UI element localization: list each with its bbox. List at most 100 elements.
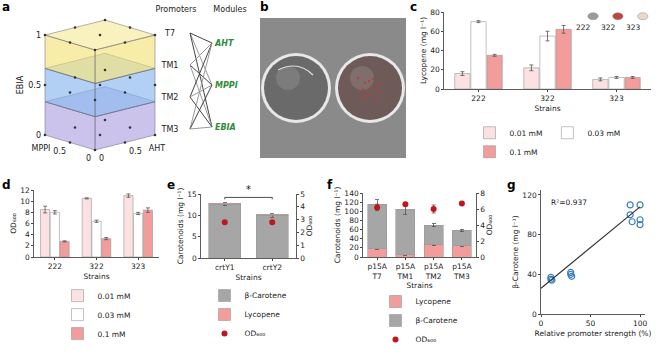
svg-text:322: 322 — [601, 23, 616, 32]
svg-text:40: 40 — [527, 270, 537, 279]
svg-text:Carotenoids (mg l⁻¹): Carotenoids (mg l⁻¹) — [176, 188, 185, 265]
svg-text:322: 322 — [89, 262, 104, 271]
svg-text:p15ATM2: p15ATM2 — [424, 262, 444, 281]
svg-text:40: 40 — [349, 234, 359, 243]
svg-text:Carotenoids (mg l⁻¹): Carotenoids (mg l⁻¹) — [333, 187, 342, 264]
svg-text:Strains: Strains — [83, 272, 109, 281]
svg-text:0: 0 — [539, 319, 544, 328]
svg-text:MPPI: MPPI — [215, 81, 238, 90]
svg-text:Lycopene (mg l⁻¹): Lycopene (mg l⁻¹) — [419, 17, 428, 84]
svg-text:Strains: Strains — [235, 273, 261, 282]
svg-text:TM2: TM2 — [161, 93, 179, 102]
svg-text:120: 120 — [522, 191, 537, 200]
svg-text:80: 80 — [349, 216, 359, 225]
svg-text:Modules: Modules — [213, 5, 246, 14]
svg-text:Strains: Strains — [406, 281, 432, 290]
svg-text:10: 10 — [20, 197, 30, 206]
svg-text:0.5: 0.5 — [53, 147, 66, 156]
svg-text:R²=0.937: R²=0.937 — [551, 198, 587, 207]
svg-text:100: 100 — [633, 319, 648, 328]
svg-text:222: 222 — [576, 23, 591, 32]
svg-text:10: 10 — [187, 211, 197, 220]
svg-text:β-Carotene (mg l⁻¹): β-Carotene (mg l⁻¹) — [511, 215, 520, 289]
svg-text:8: 8 — [480, 189, 485, 198]
svg-text:5: 5 — [300, 190, 305, 199]
svg-text:140: 140 — [344, 189, 359, 198]
svg-text:OD₆₀₀: OD₆₀₀ — [305, 216, 314, 237]
svg-text:0.1 mM: 0.1 mM — [98, 330, 126, 339]
svg-text:0: 0 — [86, 154, 91, 163]
svg-text:12: 12 — [20, 186, 30, 195]
svg-text:0.01 mM: 0.01 mM — [510, 129, 543, 138]
svg-text:0: 0 — [36, 131, 41, 140]
svg-text:OD₆₀₀: OD₆₀₀ — [245, 329, 266, 338]
svg-text:0: 0 — [354, 253, 359, 262]
svg-text:0: 0 — [532, 310, 537, 319]
svg-text:2: 2 — [480, 237, 485, 246]
svg-text:4: 4 — [300, 202, 305, 211]
svg-text:323: 323 — [626, 23, 641, 32]
svg-text:crtY2: crtY2 — [262, 263, 282, 272]
svg-text:MPPI: MPPI — [32, 144, 51, 153]
svg-text:0.03 mM: 0.03 mM — [587, 129, 620, 138]
svg-text:Lycopene: Lycopene — [245, 310, 281, 319]
svg-text:Strains: Strains — [534, 104, 560, 113]
svg-text:0.03 mM: 0.03 mM — [98, 311, 131, 320]
svg-text:3: 3 — [300, 215, 305, 224]
svg-text:4: 4 — [480, 221, 485, 230]
svg-text:1: 1 — [36, 31, 41, 40]
svg-text:β-Carotene: β-Carotene — [416, 316, 458, 325]
svg-text:80: 80 — [430, 8, 440, 17]
svg-text:TM3: TM3 — [161, 125, 179, 134]
svg-text:100: 100 — [344, 207, 359, 216]
svg-text:0: 0 — [300, 254, 305, 263]
svg-text:50: 50 — [586, 319, 596, 328]
svg-text:T7: T7 — [164, 29, 175, 38]
svg-text:6: 6 — [480, 205, 485, 214]
svg-text:AHT: AHT — [149, 144, 165, 153]
svg-text:OD₆₀₀: OD₆₀₀ — [9, 213, 18, 234]
svg-text:0: 0 — [435, 85, 440, 94]
svg-text:TM1: TM1 — [161, 61, 179, 70]
svg-text:1: 1 — [300, 241, 305, 250]
svg-text:8: 8 — [25, 208, 30, 217]
svg-text:0.5: 0.5 — [28, 81, 41, 90]
svg-text:222: 222 — [48, 262, 63, 271]
svg-text:120: 120 — [344, 198, 359, 207]
svg-text:323: 323 — [609, 94, 624, 103]
svg-text:β-Carotene: β-Carotene — [245, 291, 287, 300]
svg-text:AHT: AHT — [214, 39, 234, 48]
svg-text:0.5: 0.5 — [129, 147, 142, 156]
svg-text:*: * — [246, 184, 251, 195]
svg-text:323: 323 — [131, 262, 146, 271]
svg-text:crtY1: crtY1 — [215, 263, 235, 272]
svg-text:0: 0 — [192, 254, 197, 263]
svg-text:60: 60 — [349, 225, 359, 234]
svg-text:322: 322 — [540, 94, 555, 103]
svg-text:Promoters: Promoters — [156, 5, 197, 14]
svg-text:p15AT7: p15AT7 — [367, 262, 387, 281]
svg-text:Relative promoter strength (%): Relative promoter strength (%) — [535, 329, 652, 338]
svg-text:15: 15 — [187, 190, 197, 199]
svg-text:OD₆₀₀: OD₆₀₀ — [485, 215, 494, 236]
svg-text:p15ATM1: p15ATM1 — [396, 262, 416, 281]
svg-text:222: 222 — [471, 94, 486, 103]
svg-text:2: 2 — [300, 228, 305, 237]
svg-text:40: 40 — [430, 46, 440, 55]
svg-text:20: 20 — [430, 65, 440, 74]
svg-text:20: 20 — [349, 243, 359, 252]
svg-text:60: 60 — [430, 27, 440, 36]
svg-text:EBIA: EBIA — [215, 123, 236, 132]
svg-text:0: 0 — [480, 253, 485, 262]
svg-text:2: 2 — [25, 241, 30, 250]
svg-text:OD₆₀₀: OD₆₀₀ — [416, 335, 437, 344]
svg-text:0.1 mM: 0.1 mM — [510, 148, 538, 157]
svg-text:0: 0 — [25, 253, 30, 262]
svg-text:0: 0 — [99, 154, 104, 163]
svg-text:6: 6 — [25, 219, 30, 228]
svg-text:EBIA: EBIA — [16, 75, 25, 94]
svg-text:Lycopene: Lycopene — [416, 297, 452, 306]
svg-text:4: 4 — [25, 230, 30, 239]
svg-text:p15ATM3: p15ATM3 — [452, 262, 472, 281]
svg-text:5: 5 — [192, 232, 197, 241]
